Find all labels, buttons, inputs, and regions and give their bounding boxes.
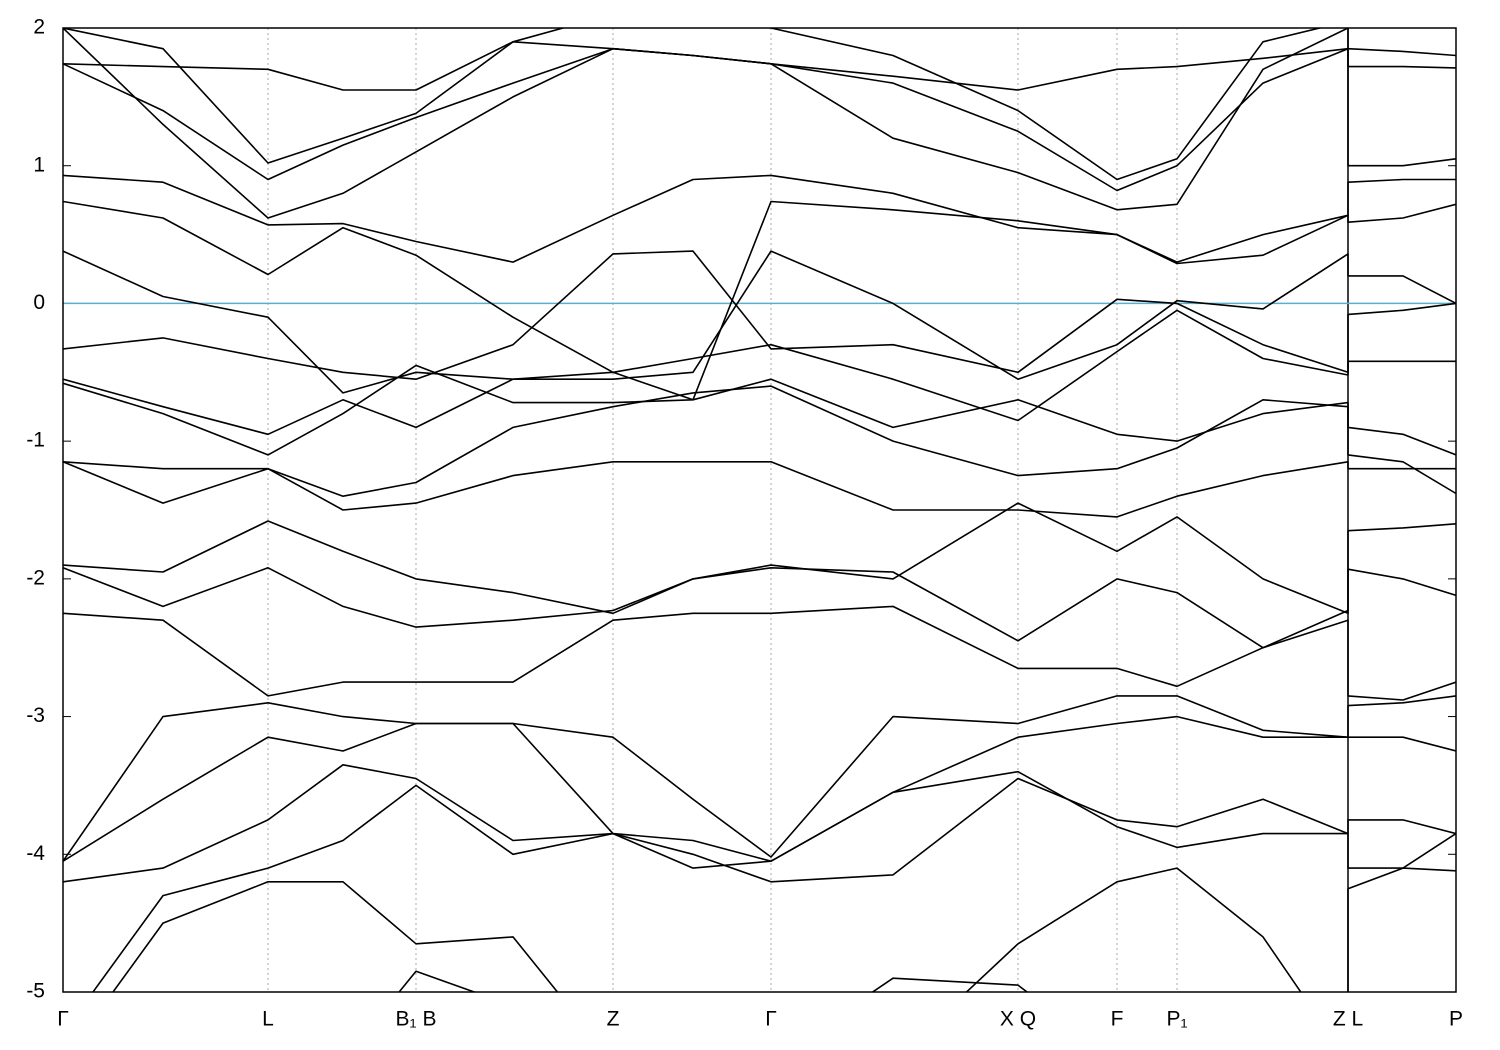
band: [63, 461, 1456, 518]
band: [63, 200, 1456, 401]
x-tick-label: Γ: [765, 1008, 777, 1031]
x-tick-label: Z: [607, 1008, 620, 1031]
y-tick-label: -2: [26, 566, 45, 589]
x-tick-label: B₁ B: [396, 1008, 437, 1031]
band: [63, 385, 1456, 497]
y-tick-label: 1: [33, 153, 45, 176]
x-tick-label: P₁: [1166, 1008, 1187, 1031]
band: [63, 28, 1324, 181]
band: [63, 250, 1456, 394]
band: [63, 174, 1456, 265]
y-tick-label: 2: [33, 16, 45, 39]
x-tick-label: P: [1449, 1008, 1463, 1031]
band: [112, 867, 1456, 992]
x-tick-label: F: [1111, 1008, 1124, 1031]
y-tick-label: 0: [33, 291, 45, 314]
band: [63, 764, 1456, 883]
band: [63, 28, 1456, 219]
band: [63, 567, 1456, 649]
band: [63, 695, 1456, 862]
y-tick-label: -4: [26, 842, 45, 865]
band: [92, 770, 1456, 992]
plot-frame: [62, 27, 1457, 993]
x-tick-label: Γ: [57, 1008, 69, 1031]
x-tick-label: L: [262, 1008, 274, 1031]
y-tick-label: -1: [26, 429, 45, 452]
band: [63, 309, 1456, 436]
x-tick-label: Z L: [1333, 1008, 1363, 1031]
y-tick-label: -3: [26, 704, 45, 727]
band: [63, 605, 1456, 701]
x-tick-label: X Q: [1000, 1008, 1036, 1031]
bands: [63, 28, 1456, 992]
y-tick-label: -5: [26, 980, 45, 1003]
